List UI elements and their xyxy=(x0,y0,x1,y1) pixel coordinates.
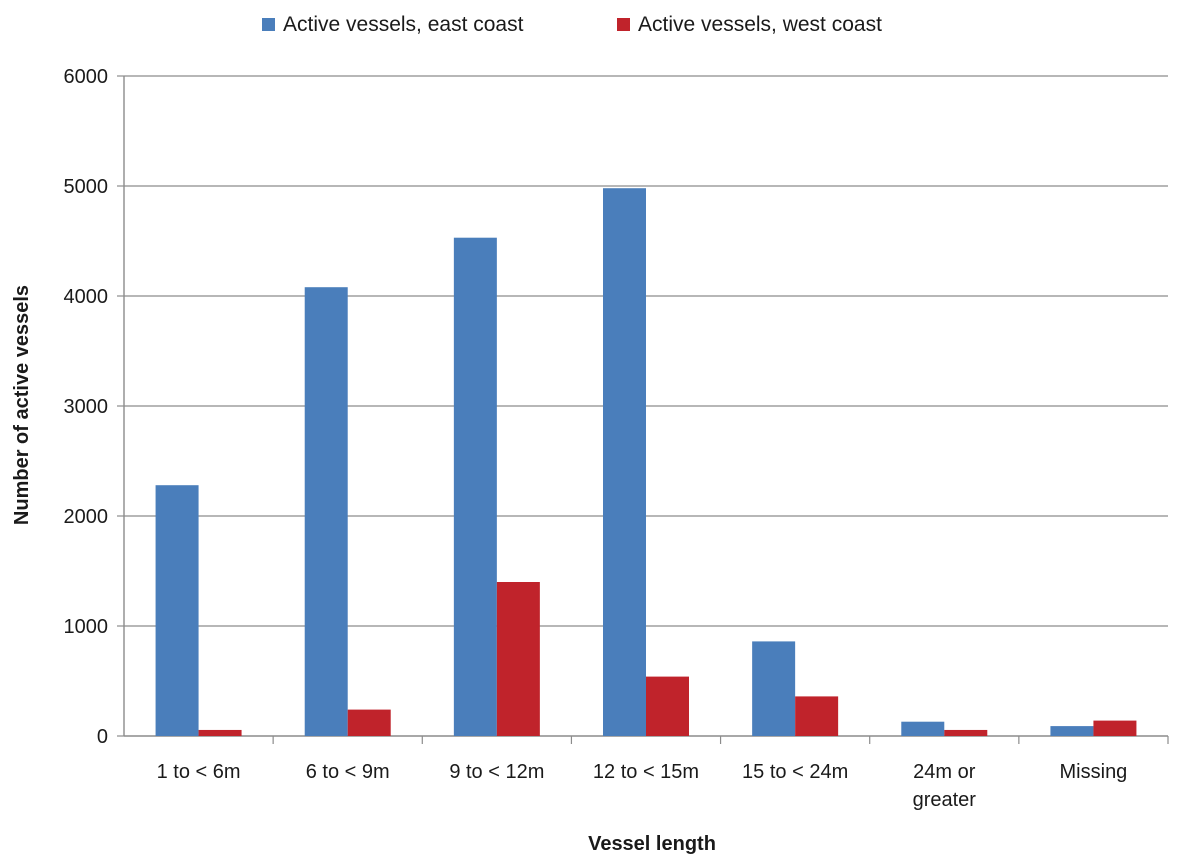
bar-west-coast xyxy=(1093,720,1137,736)
bar-west-coast xyxy=(347,709,391,736)
y-tick-label: 3000 xyxy=(64,396,109,418)
bar-east-coast xyxy=(752,641,796,736)
x-tick-label: Missing xyxy=(1060,761,1128,783)
bar-east-coast xyxy=(453,237,497,736)
x-axis-title: Vessel length xyxy=(588,833,716,855)
x-tick-label: 24m or xyxy=(913,761,976,783)
legend-label: Active vessels, east coast xyxy=(283,13,524,36)
bar-east-coast xyxy=(304,287,348,736)
bar-west-coast xyxy=(795,696,839,736)
legend: Active vessels, east coast Active vessels… xyxy=(262,13,882,36)
y-tick-label: 6000 xyxy=(64,66,109,88)
bar-east-coast xyxy=(155,485,199,736)
legend-swatch xyxy=(262,18,275,31)
x-tick-label: greater xyxy=(913,789,977,811)
y-tick-label: 1000 xyxy=(64,616,109,638)
y-tick-label: 2000 xyxy=(64,506,109,528)
bar-west-coast xyxy=(944,729,988,736)
y-axis-title: Number of active vessels xyxy=(11,285,33,525)
y-tick-label: 4000 xyxy=(64,286,109,308)
bar-east-coast xyxy=(603,188,646,736)
bar-east-coast xyxy=(1050,726,1094,736)
y-tick-label: 0 xyxy=(97,726,108,748)
x-tick-label: 6 to < 9m xyxy=(306,761,390,783)
x-tick-label: 15 to < 24m xyxy=(742,761,848,783)
bars xyxy=(155,188,1137,736)
y-tick-label: 5000 xyxy=(64,176,109,198)
x-tick-label: 12 to < 15m xyxy=(593,761,699,783)
x-axis-ticks: 1 to < 6m 6 to < 9m 9 to < 12m 12 to < 15m 1… xyxy=(157,736,1169,811)
x-tick-label: 9 to < 12m xyxy=(449,761,544,783)
legend-label: Active vessels, west coast xyxy=(638,13,882,36)
legend-swatch xyxy=(617,18,630,31)
x-tick-label: 1 to < 6m xyxy=(157,761,241,783)
bar-east-coast xyxy=(901,721,945,736)
bar-west-coast xyxy=(646,676,689,736)
y-axis-ticks: 0 1000 2000 3000 4000 5000 6000 xyxy=(64,66,124,748)
bar-west-coast xyxy=(198,729,242,736)
bar-west-coast xyxy=(496,582,540,736)
